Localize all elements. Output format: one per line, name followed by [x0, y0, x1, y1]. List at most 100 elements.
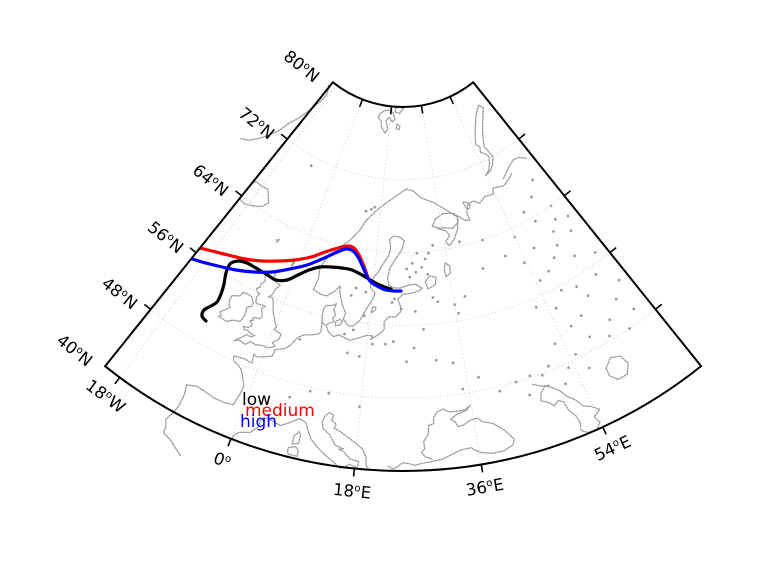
- lake-dot: [522, 210, 526, 214]
- lake-dot: [538, 279, 542, 282]
- lake-dot: [528, 393, 531, 397]
- lake-dot: [391, 340, 395, 343]
- lake-dot: [614, 297, 618, 301]
- axis-ticks: [114, 96, 663, 477]
- lake-dot: [534, 219, 537, 223]
- lake-dot: [371, 342, 374, 346]
- lake-dot: [345, 351, 349, 355]
- coastline-path: [395, 123, 401, 131]
- coastline-path: [291, 430, 302, 445]
- lake-dot: [530, 195, 533, 199]
- coastline-path: [334, 318, 344, 327]
- lake-dot: [420, 266, 424, 269]
- lake-dot: [327, 391, 331, 395]
- coastline-path: [240, 84, 330, 141]
- coastline-path: [230, 417, 342, 470]
- coastline-path: [443, 262, 451, 278]
- coastline-path: [387, 404, 515, 470]
- coastline-path: [532, 383, 550, 387]
- coastline-path: [370, 306, 377, 314]
- lake-dot: [349, 294, 353, 297]
- tick-bottom-54E: [601, 426, 607, 435]
- coastline-path: [474, 104, 494, 177]
- tick-right-72N: [518, 133, 526, 140]
- coastline-path: [437, 218, 459, 247]
- lake-dot: [408, 275, 412, 279]
- tick-right-56N: [609, 246, 617, 254]
- lake-dot: [423, 257, 427, 261]
- tick-bottom-18E: [352, 468, 356, 477]
- lake-dot: [434, 358, 438, 362]
- lake-dot: [384, 342, 387, 346]
- lake-dot: [569, 324, 573, 328]
- trajectory-high: [184, 247, 403, 293]
- coastline-path: [233, 271, 282, 349]
- meridian--18E: [119, 84, 337, 378]
- coastline-path: [462, 201, 472, 210]
- lake-dot: [410, 262, 414, 265]
- lake-dot: [503, 254, 507, 258]
- lake-dot: [547, 269, 550, 273]
- coastline-path: [424, 275, 437, 290]
- lake-dot: [288, 395, 291, 399]
- lake-dot: [566, 214, 570, 218]
- lake-dot: [569, 229, 573, 233]
- lake-dot: [579, 314, 583, 317]
- lake-dot: [298, 338, 302, 341]
- tick-top-18E: [389, 106, 393, 115]
- lake-dot: [532, 246, 536, 250]
- lake-dot: [412, 346, 416, 350]
- coastline-path: [290, 260, 295, 267]
- lake-dot: [458, 240, 461, 244]
- lake-dot: [308, 389, 312, 393]
- lake-dot: [528, 374, 532, 378]
- lake-dot: [534, 305, 538, 309]
- lake-dot: [405, 360, 408, 364]
- lake-dot: [608, 318, 612, 322]
- lake-dot: [352, 328, 355, 332]
- legend-item-low: low: [242, 390, 272, 410]
- boundary-outline: [103, 80, 703, 472]
- tick-bottom-36E: [480, 464, 484, 473]
- lake-dot: [399, 307, 403, 311]
- lake-dot: [451, 361, 455, 365]
- graticule: [119, 84, 656, 469]
- lake-dot: [373, 205, 377, 209]
- legend-item-high: high: [240, 412, 278, 432]
- coastline-path: [275, 238, 281, 244]
- lake-dot: [431, 244, 434, 247]
- tick-bottom-0E: [227, 438, 232, 447]
- tick-top-0E: [358, 99, 364, 108]
- lake-dot: [531, 178, 534, 182]
- lake-dot: [461, 387, 465, 391]
- meridian-54E: [449, 96, 604, 428]
- lake-dot: [405, 267, 409, 271]
- lake-dot: [632, 307, 636, 311]
- lake-dot: [564, 382, 567, 386]
- lake-dot: [514, 380, 518, 384]
- lake-dot: [357, 355, 361, 358]
- lake-dot: [463, 295, 467, 298]
- lake-dot: [309, 164, 313, 168]
- lake-dot: [573, 254, 576, 258]
- coastline-path: [312, 235, 423, 342]
- lake-dot: [427, 251, 430, 255]
- lake-dot: [426, 272, 429, 276]
- coastline-path: [239, 180, 270, 208]
- lake-dot: [552, 230, 555, 233]
- lake-dot: [617, 278, 621, 282]
- legend-item-medium: medium: [245, 401, 315, 421]
- lake-dot: [575, 285, 579, 289]
- map-boundary: [103, 80, 703, 472]
- lake-dot: [393, 297, 396, 301]
- lake-dot: [358, 405, 361, 409]
- tick-right-48N: [655, 303, 663, 310]
- lake-dot: [354, 286, 358, 290]
- coastline-path: [217, 291, 254, 323]
- lake-dot: [498, 389, 502, 393]
- lake-dot: [540, 373, 544, 377]
- lake-dot: [477, 375, 480, 379]
- tick-left-72N: [280, 133, 288, 140]
- lake-dot: [413, 310, 417, 313]
